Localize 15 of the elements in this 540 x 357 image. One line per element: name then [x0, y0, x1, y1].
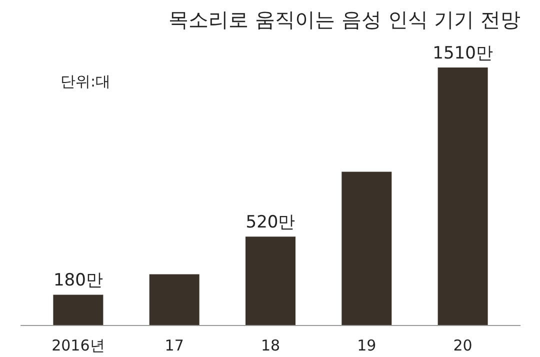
bar [438, 67, 488, 326]
bar [149, 274, 200, 326]
x-tick-label: 20 [453, 336, 472, 354]
data-label: 1510만 [432, 43, 493, 64]
chart-title: 목소리로 움직이는 음성 인식 기기 전망 [168, 8, 521, 32]
data-label: 180만 [53, 270, 103, 291]
bar [246, 236, 296, 326]
annotation: 단위:대 [60, 72, 111, 90]
x-tick-label: 18 [260, 336, 280, 354]
bar [342, 172, 392, 326]
x-tick-label: 2016년 [52, 336, 105, 354]
bar [53, 294, 104, 326]
data-label: 520만 [246, 212, 296, 233]
x-tick-label: 17 [164, 336, 184, 354]
x-tick-label: 19 [357, 336, 376, 354]
